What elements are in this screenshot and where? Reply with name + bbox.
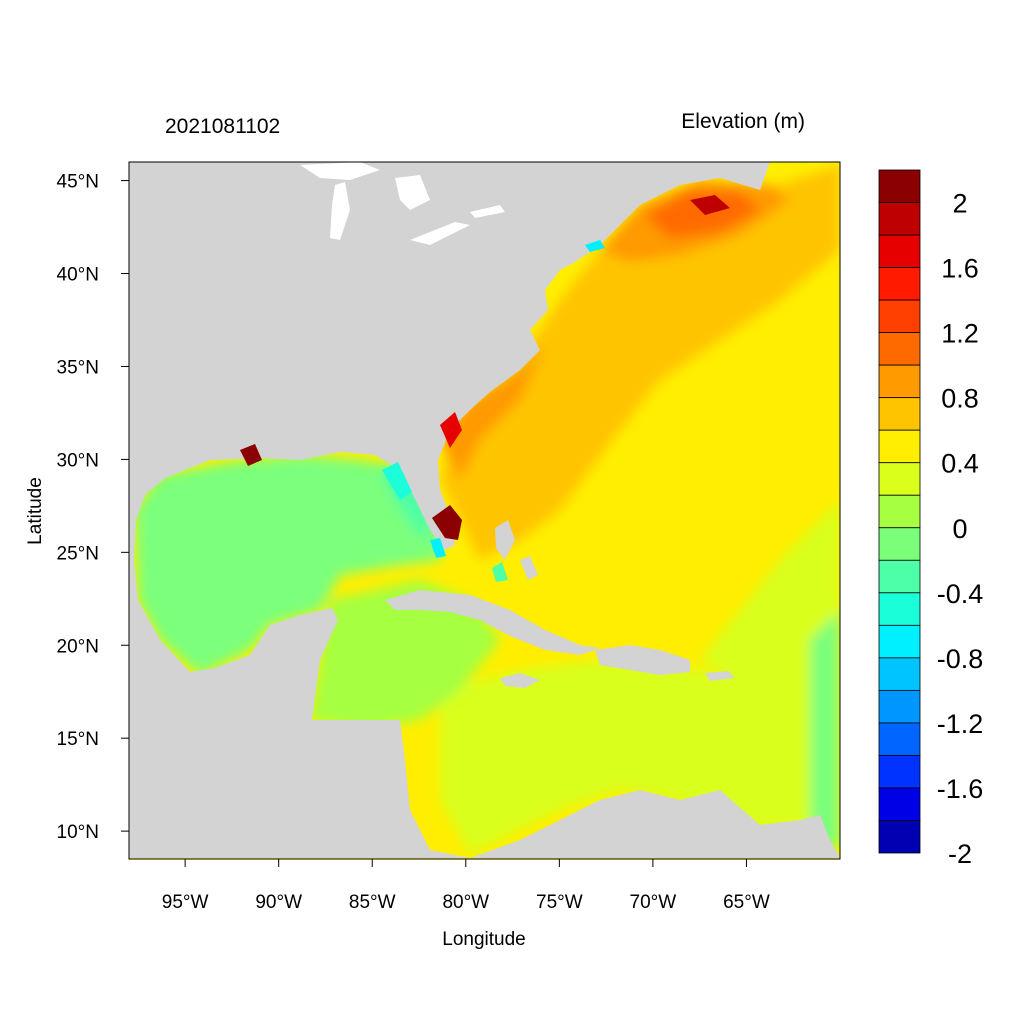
hotspot-gulf-coast xyxy=(240,444,262,466)
colorbar-swatch xyxy=(878,689,921,724)
colorbar-label: -1.6 xyxy=(937,774,984,804)
map-plot-area xyxy=(129,162,840,859)
colorbar-swatch xyxy=(878,202,921,236)
y-tick-label: 30°N xyxy=(57,450,99,471)
y-tick-label: 25°N xyxy=(57,543,99,564)
ocean-zone-gulf-of-mexico xyxy=(135,455,440,675)
colorbar-label: 0.8 xyxy=(941,384,979,414)
x-tick-label: 95°W xyxy=(162,892,209,913)
colorbar-swatch xyxy=(878,234,921,268)
land-bahamas xyxy=(495,520,538,580)
colorbar-swatch xyxy=(878,722,921,756)
lake-ontario xyxy=(470,205,505,218)
colorbar-swatch xyxy=(878,494,921,529)
colorbar-swatch xyxy=(878,332,921,366)
colorbar-label: 0.4 xyxy=(941,449,979,479)
colorbar-label: 2 xyxy=(952,189,967,219)
x-tick-label: 80°W xyxy=(442,892,489,913)
x-tick-label: 75°W xyxy=(536,892,583,913)
colorbar-swatch xyxy=(878,267,921,301)
colorbar-swatch xyxy=(878,527,921,561)
hotspot-georgia-coast xyxy=(440,412,462,448)
colorbar-label: -1.2 xyxy=(937,709,984,739)
land-south-america xyxy=(470,790,840,858)
colorbar-swatch xyxy=(878,299,921,334)
y-tick-label: 35°N xyxy=(57,357,99,378)
ocean-zone-east-atlantic xyxy=(700,500,840,700)
colorbar-swatch xyxy=(878,755,921,789)
land-cuba xyxy=(385,590,600,655)
ocean-zone-far-east xyxy=(810,610,840,850)
y-axis-ticks: 45°N 40°N 35°N 30°N 25°N 20°N 15°N 10°N xyxy=(57,172,129,843)
x-axis-ticks: 95°W 90°W 85°W 80°W 75°W 70°W 65°W xyxy=(162,859,770,913)
y-tick-label: 10°N xyxy=(57,822,99,843)
lake-michigan xyxy=(330,182,350,240)
x-tick-label: 85°W xyxy=(349,892,396,913)
colorbar-swatch xyxy=(878,559,921,594)
land-north-america xyxy=(129,162,770,858)
hotspot-cape-cod xyxy=(585,240,605,252)
ocean-zone-west-caribbean xyxy=(310,580,500,730)
colorbar-swatch xyxy=(878,592,921,626)
y-axis-label: Latitude xyxy=(25,477,46,545)
colorbar-swatch xyxy=(878,657,921,691)
colorbar-swatch xyxy=(878,169,921,203)
colorbar-label: 1.2 xyxy=(941,319,979,349)
colorbar-swatch xyxy=(878,364,921,399)
x-tick-label: 70°W xyxy=(630,892,677,913)
ocean-zone-maine-high xyxy=(645,190,760,238)
colorbar-label: -2 xyxy=(948,839,972,869)
ocean-zone-caribbean xyxy=(440,660,840,855)
hotspot-bahamas-bank xyxy=(492,562,508,582)
lake-erie xyxy=(410,222,470,245)
lake-huron xyxy=(395,175,430,210)
colorbar-swatch xyxy=(878,787,921,821)
colorbar-labels: 2 1.6 1.2 0.8 0.4 0 -0.4 -0.8 -1.2 -1.6 -2 xyxy=(937,189,984,869)
y-tick-label: 40°N xyxy=(57,265,99,286)
hotspot-gulf-of-maine xyxy=(690,195,730,215)
hotspot-south-florida xyxy=(432,505,462,540)
land-hispaniola xyxy=(595,645,690,675)
colorbar-label: 0 xyxy=(952,514,967,544)
ocean-zone-se-coast xyxy=(440,345,545,480)
x-tick-label: 90°W xyxy=(255,892,302,913)
colorbar-swatch xyxy=(878,429,921,464)
y-tick-label: 20°N xyxy=(57,636,99,657)
ocean-zone-nw-atlantic xyxy=(440,165,840,560)
map-frame xyxy=(128,161,841,860)
colorbar-label: 1.6 xyxy=(941,254,979,284)
variable-label: Elevation (m) xyxy=(681,110,805,133)
colorbar-label: -0.8 xyxy=(937,644,984,674)
x-tick-label: 65°W xyxy=(723,892,770,913)
great-lakes xyxy=(300,162,505,245)
surge-hotspots xyxy=(240,195,730,582)
colorbar-swatch xyxy=(878,820,921,854)
land-jamaica xyxy=(500,673,540,688)
colorbar-swatch xyxy=(878,624,921,659)
land-puerto-rico xyxy=(705,671,735,681)
y-tick-label: 45°N xyxy=(57,172,99,193)
colorbar xyxy=(878,169,921,854)
lake-superior xyxy=(300,162,380,180)
hotspot-florida-east-gulf xyxy=(382,462,412,500)
land-masses xyxy=(129,162,840,858)
colorbar-label: -0.4 xyxy=(937,579,984,609)
y-tick-label: 15°N xyxy=(57,729,99,750)
x-axis-label: Longitude xyxy=(442,929,525,950)
date-label: 2021081102 xyxy=(165,115,280,138)
colorbar-swatch xyxy=(878,462,921,496)
hotspot-florida-keys xyxy=(430,538,446,558)
colorbar-swatch xyxy=(878,397,921,431)
